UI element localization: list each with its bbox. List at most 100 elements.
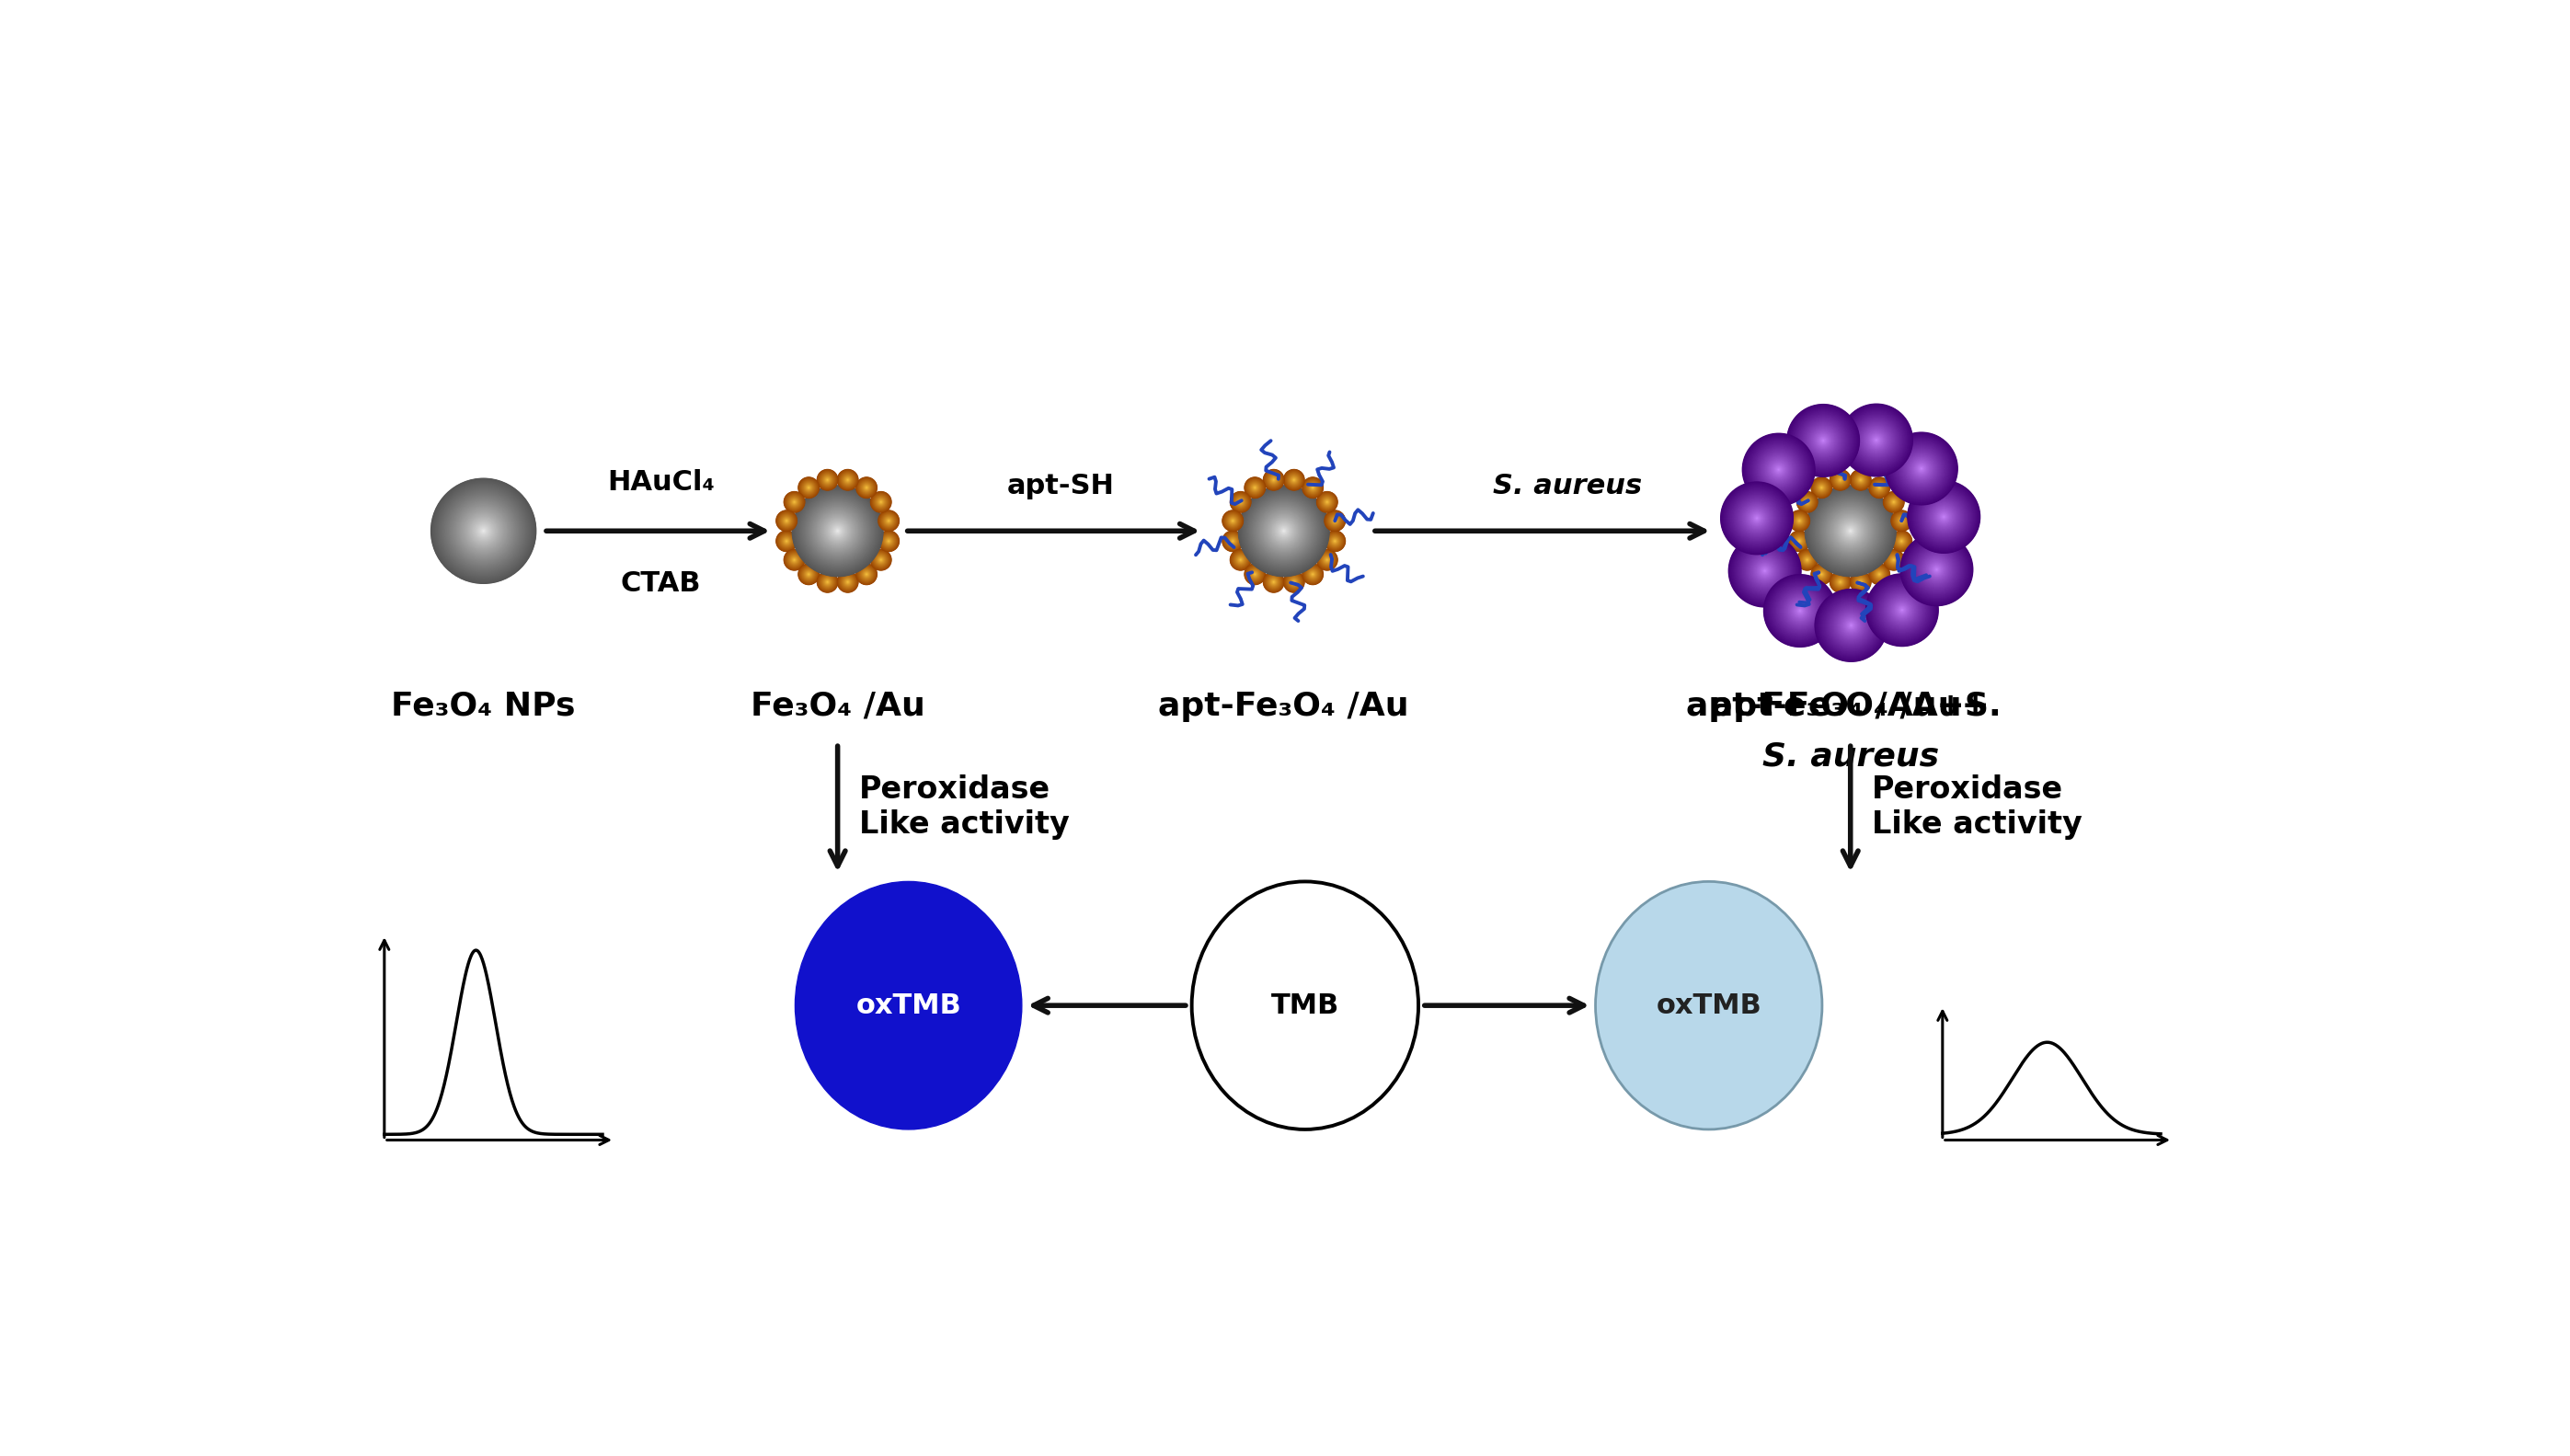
Circle shape (1802, 498, 1812, 507)
Circle shape (1252, 485, 1257, 491)
Circle shape (1799, 552, 1814, 568)
Circle shape (861, 482, 874, 494)
Circle shape (1321, 555, 1331, 565)
Circle shape (879, 558, 884, 562)
Circle shape (1848, 411, 1904, 469)
Circle shape (861, 482, 874, 494)
Circle shape (1722, 483, 1791, 553)
Circle shape (856, 565, 876, 584)
Circle shape (1789, 601, 1809, 620)
Circle shape (1871, 479, 1889, 496)
Circle shape (874, 495, 889, 510)
Circle shape (1264, 572, 1282, 591)
Circle shape (1272, 579, 1277, 585)
Circle shape (846, 478, 851, 483)
Circle shape (776, 530, 797, 552)
Circle shape (1892, 511, 1912, 530)
Circle shape (812, 507, 861, 555)
Circle shape (846, 479, 848, 482)
Circle shape (1832, 575, 1848, 588)
Circle shape (846, 579, 851, 585)
Circle shape (1892, 598, 1915, 622)
Circle shape (1835, 475, 1845, 485)
Circle shape (1799, 495, 1814, 510)
Circle shape (1252, 483, 1259, 492)
Circle shape (1899, 517, 1904, 524)
Circle shape (1899, 540, 1904, 543)
Circle shape (1308, 482, 1318, 494)
Circle shape (1308, 569, 1318, 579)
Circle shape (1748, 510, 1766, 527)
Circle shape (1912, 486, 1974, 547)
Circle shape (1228, 537, 1236, 545)
Circle shape (1871, 565, 1889, 584)
Circle shape (475, 523, 491, 540)
Circle shape (1858, 476, 1863, 483)
Circle shape (833, 524, 843, 537)
Circle shape (1766, 577, 1832, 645)
Circle shape (1894, 443, 1948, 495)
Circle shape (1753, 559, 1776, 582)
Circle shape (1239, 485, 1329, 577)
Circle shape (1334, 540, 1336, 543)
Circle shape (1884, 492, 1904, 513)
Circle shape (1902, 609, 1904, 612)
Circle shape (1853, 575, 1868, 590)
Circle shape (1796, 414, 1850, 469)
Circle shape (1311, 572, 1313, 575)
Circle shape (1850, 469, 1871, 491)
Circle shape (1277, 526, 1290, 537)
Circle shape (1732, 492, 1784, 545)
Circle shape (1871, 479, 1889, 496)
Circle shape (1804, 499, 1809, 505)
Circle shape (1791, 601, 1809, 619)
Circle shape (1252, 499, 1316, 562)
Circle shape (843, 577, 853, 588)
Circle shape (820, 473, 835, 488)
Circle shape (1326, 511, 1344, 530)
Circle shape (1262, 508, 1306, 553)
Circle shape (1324, 498, 1331, 505)
Circle shape (1897, 444, 1945, 492)
Circle shape (1830, 571, 1850, 593)
Circle shape (820, 513, 856, 550)
Circle shape (463, 510, 504, 552)
Circle shape (792, 556, 797, 563)
Circle shape (1812, 479, 1830, 496)
Circle shape (1838, 612, 1866, 639)
Circle shape (1897, 606, 1907, 614)
Circle shape (1239, 486, 1329, 575)
Circle shape (1889, 498, 1897, 505)
Circle shape (1760, 568, 1768, 575)
Circle shape (1321, 495, 1334, 510)
Circle shape (792, 498, 799, 505)
Circle shape (1897, 515, 1907, 526)
Circle shape (1832, 606, 1871, 645)
Circle shape (1249, 480, 1262, 495)
Circle shape (1280, 529, 1288, 534)
Circle shape (1943, 515, 1945, 518)
Circle shape (784, 492, 804, 511)
Circle shape (1784, 594, 1817, 628)
Circle shape (786, 494, 802, 510)
Circle shape (1804, 556, 1809, 563)
Circle shape (1272, 478, 1275, 482)
Circle shape (457, 505, 509, 556)
Circle shape (1753, 514, 1760, 523)
Circle shape (833, 526, 843, 537)
Circle shape (1889, 498, 1897, 505)
Circle shape (1771, 462, 1786, 478)
Circle shape (838, 470, 858, 489)
Circle shape (1804, 558, 1809, 562)
Circle shape (838, 469, 858, 491)
Circle shape (1912, 460, 1930, 478)
Circle shape (1892, 531, 1912, 550)
Circle shape (1876, 485, 1881, 491)
Circle shape (1282, 572, 1306, 593)
Circle shape (1246, 478, 1264, 498)
Circle shape (1892, 556, 1897, 563)
Circle shape (1270, 476, 1277, 483)
Circle shape (1894, 513, 1910, 529)
Circle shape (1326, 499, 1329, 504)
Circle shape (1825, 598, 1879, 652)
